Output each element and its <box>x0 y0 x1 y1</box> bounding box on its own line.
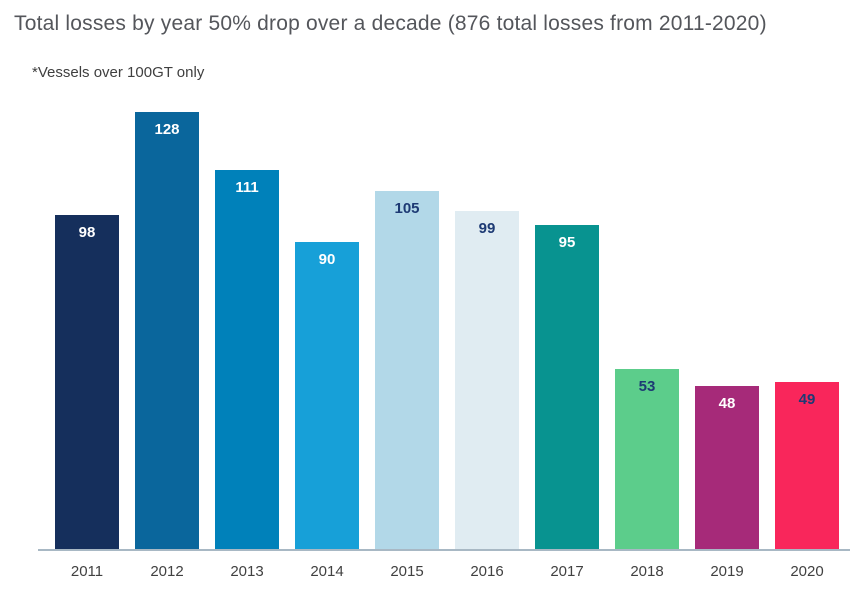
x-tick-2011: 2011 <box>70 563 104 580</box>
bar-2011: 98 <box>55 215 119 550</box>
chart-title: Total losses by year 50% drop over a dec… <box>14 12 767 35</box>
x-tick-2014: 2014 <box>310 563 344 580</box>
bar-value-label-2017: 95 <box>558 234 576 251</box>
bar-value-label-2013: 111 <box>235 179 259 196</box>
bar-value-label-2011: 98 <box>78 224 96 241</box>
x-tick-2017: 2017 <box>550 563 584 580</box>
x-tick-2015: 2015 <box>390 563 424 580</box>
x-tick-2020: 2020 <box>790 563 824 580</box>
bar-2018: 53 <box>615 369 679 550</box>
x-tick-2016: 2016 <box>470 563 504 580</box>
bar-2017: 95 <box>535 225 599 550</box>
bar-2013: 111 <box>215 170 279 550</box>
bar-2020: 49 <box>775 382 839 550</box>
bar-value-label-2019: 48 <box>718 395 736 412</box>
x-tick-2018: 2018 <box>630 563 664 580</box>
bar-value-label-2018: 53 <box>638 378 656 395</box>
bar-value-label-2012: 128 <box>154 121 180 138</box>
x-axis-tick-labels: 2011 2012 2013 2014 2015 2016 2017 2018 2019 2020 <box>55 563 839 580</box>
bar-2016: 99 <box>455 211 519 550</box>
bar-2015: 105 <box>375 191 439 550</box>
x-tick-2019: 2019 <box>710 563 744 580</box>
x-tick-2012: 2012 <box>150 563 184 580</box>
bar-value-label-2020: 49 <box>798 391 816 408</box>
bar-2014: 90 <box>295 242 359 550</box>
chart-subtitle: *Vessels over 100GT only <box>32 64 205 81</box>
bar-value-label-2016: 99 <box>478 220 496 237</box>
bar-value-label-2014: 90 <box>318 251 336 268</box>
bar-value-label-2015: 105 <box>394 200 420 217</box>
x-axis-line <box>38 549 850 551</box>
x-tick-2013: 2013 <box>230 563 264 580</box>
bar-series: 98 128 111 90 105 99 95 53 48 49 <box>55 112 839 550</box>
bar-2019: 48 <box>695 386 759 550</box>
bar-2012: 128 <box>135 112 199 550</box>
